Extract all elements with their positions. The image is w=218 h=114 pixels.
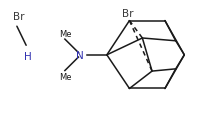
Text: Me: Me xyxy=(59,72,71,81)
Text: N: N xyxy=(76,50,84,60)
Text: Br: Br xyxy=(13,12,24,21)
Text: Me: Me xyxy=(59,30,71,39)
Text: H: H xyxy=(24,52,32,62)
Text: Br: Br xyxy=(122,9,133,19)
